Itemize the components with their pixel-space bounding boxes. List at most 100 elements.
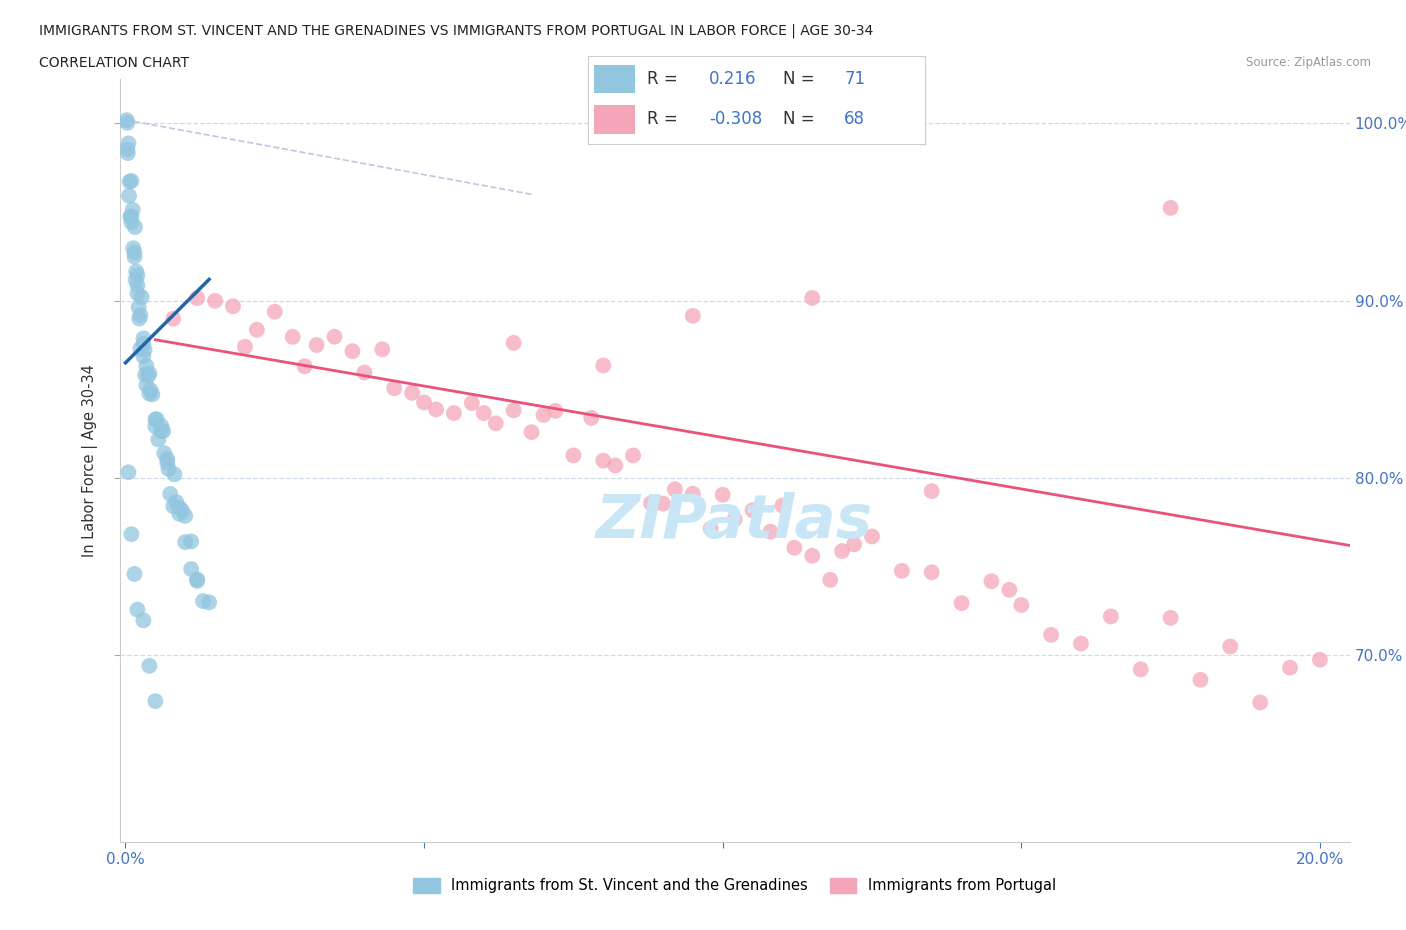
Point [770, 498, 793, 513]
Point [401, 385, 423, 400]
Point [152, 424, 174, 439]
Point [167, 500, 190, 515]
Point [132, 349, 155, 364]
Point [162, 498, 184, 513]
Point [305, 338, 328, 352]
Point [1279, 660, 1302, 675]
Point [127, 268, 149, 283]
Point [998, 582, 1021, 597]
Point [165, 495, 187, 510]
Point [167, 506, 190, 521]
Point [682, 486, 704, 501]
Point [163, 467, 186, 482]
Text: IMMIGRANTS FROM ST. VINCENT AND THE GRENADINES VS IMMIGRANTS FROM PORTUGAL IN LA: IMMIGRANTS FROM ST. VINCENT AND THE GREN… [39, 23, 873, 38]
Point [281, 329, 304, 344]
Point [122, 241, 145, 256]
Point [180, 534, 202, 549]
Point [127, 278, 149, 293]
Point [180, 562, 202, 577]
Point [135, 359, 157, 374]
Point [129, 341, 152, 356]
Text: 0.216: 0.216 [709, 70, 756, 87]
Point [156, 452, 179, 467]
Legend: Immigrants from St. Vincent and the Grenadines, Immigrants from Portugal: Immigrants from St. Vincent and the Gren… [408, 872, 1062, 899]
Point [640, 496, 662, 511]
Point [605, 458, 627, 472]
Point [117, 115, 139, 130]
Point [124, 272, 146, 287]
Point [186, 574, 208, 589]
Point [371, 342, 394, 357]
Point [115, 113, 138, 127]
Point [652, 497, 675, 512]
Point [143, 418, 166, 433]
Point [1160, 201, 1182, 216]
Point [128, 312, 150, 326]
Point [413, 395, 436, 410]
Point [198, 595, 221, 610]
Point [118, 174, 141, 189]
Point [124, 219, 146, 234]
Point [502, 403, 524, 418]
Point [117, 146, 139, 161]
Point [141, 387, 163, 402]
Point [581, 410, 603, 425]
Point [544, 404, 567, 418]
Point [1249, 695, 1271, 710]
Point [117, 142, 139, 157]
Point [818, 572, 841, 587]
Point [117, 136, 139, 151]
Point [174, 535, 197, 550]
Point [353, 365, 375, 380]
Text: -0.308: -0.308 [709, 111, 762, 128]
Text: ZIPatlas: ZIPatlas [596, 492, 873, 551]
Point [801, 549, 824, 564]
Point [461, 395, 484, 410]
Point [121, 203, 143, 218]
Point [156, 456, 179, 471]
Point [162, 312, 184, 326]
Point [1040, 628, 1063, 643]
Point [890, 564, 912, 578]
Point [741, 503, 763, 518]
Point [502, 336, 524, 351]
Point [592, 358, 614, 373]
Point [980, 574, 1002, 589]
Point [342, 344, 364, 359]
Point [1189, 672, 1212, 687]
Point [128, 299, 150, 314]
Point [135, 378, 157, 392]
Point [127, 286, 149, 300]
Point [131, 289, 153, 304]
Text: R =: R = [647, 111, 678, 128]
Point [263, 304, 285, 319]
Point [1010, 598, 1032, 613]
Point [174, 509, 197, 524]
Text: Source: ZipAtlas.com: Source: ZipAtlas.com [1246, 56, 1371, 69]
Point [700, 521, 723, 536]
Point [233, 339, 256, 354]
Point [621, 448, 644, 463]
Point [294, 359, 316, 374]
Point [1129, 662, 1152, 677]
Point [191, 593, 214, 608]
Point [1219, 639, 1241, 654]
Point [129, 308, 152, 323]
Point [682, 309, 704, 324]
Point [222, 299, 245, 313]
Point [382, 380, 405, 395]
Point [124, 249, 146, 264]
Y-axis label: In Labor Force | Age 30-34: In Labor Force | Age 30-34 [82, 364, 98, 557]
Point [246, 323, 269, 338]
Point [138, 386, 160, 401]
Point [1099, 609, 1122, 624]
Text: 68: 68 [844, 111, 865, 128]
Point [711, 487, 734, 502]
Point [117, 465, 139, 480]
Point [138, 658, 160, 673]
Text: N =: N = [783, 70, 815, 87]
Point [801, 290, 824, 305]
Point [592, 453, 614, 468]
Point [145, 412, 167, 427]
Point [143, 694, 166, 709]
